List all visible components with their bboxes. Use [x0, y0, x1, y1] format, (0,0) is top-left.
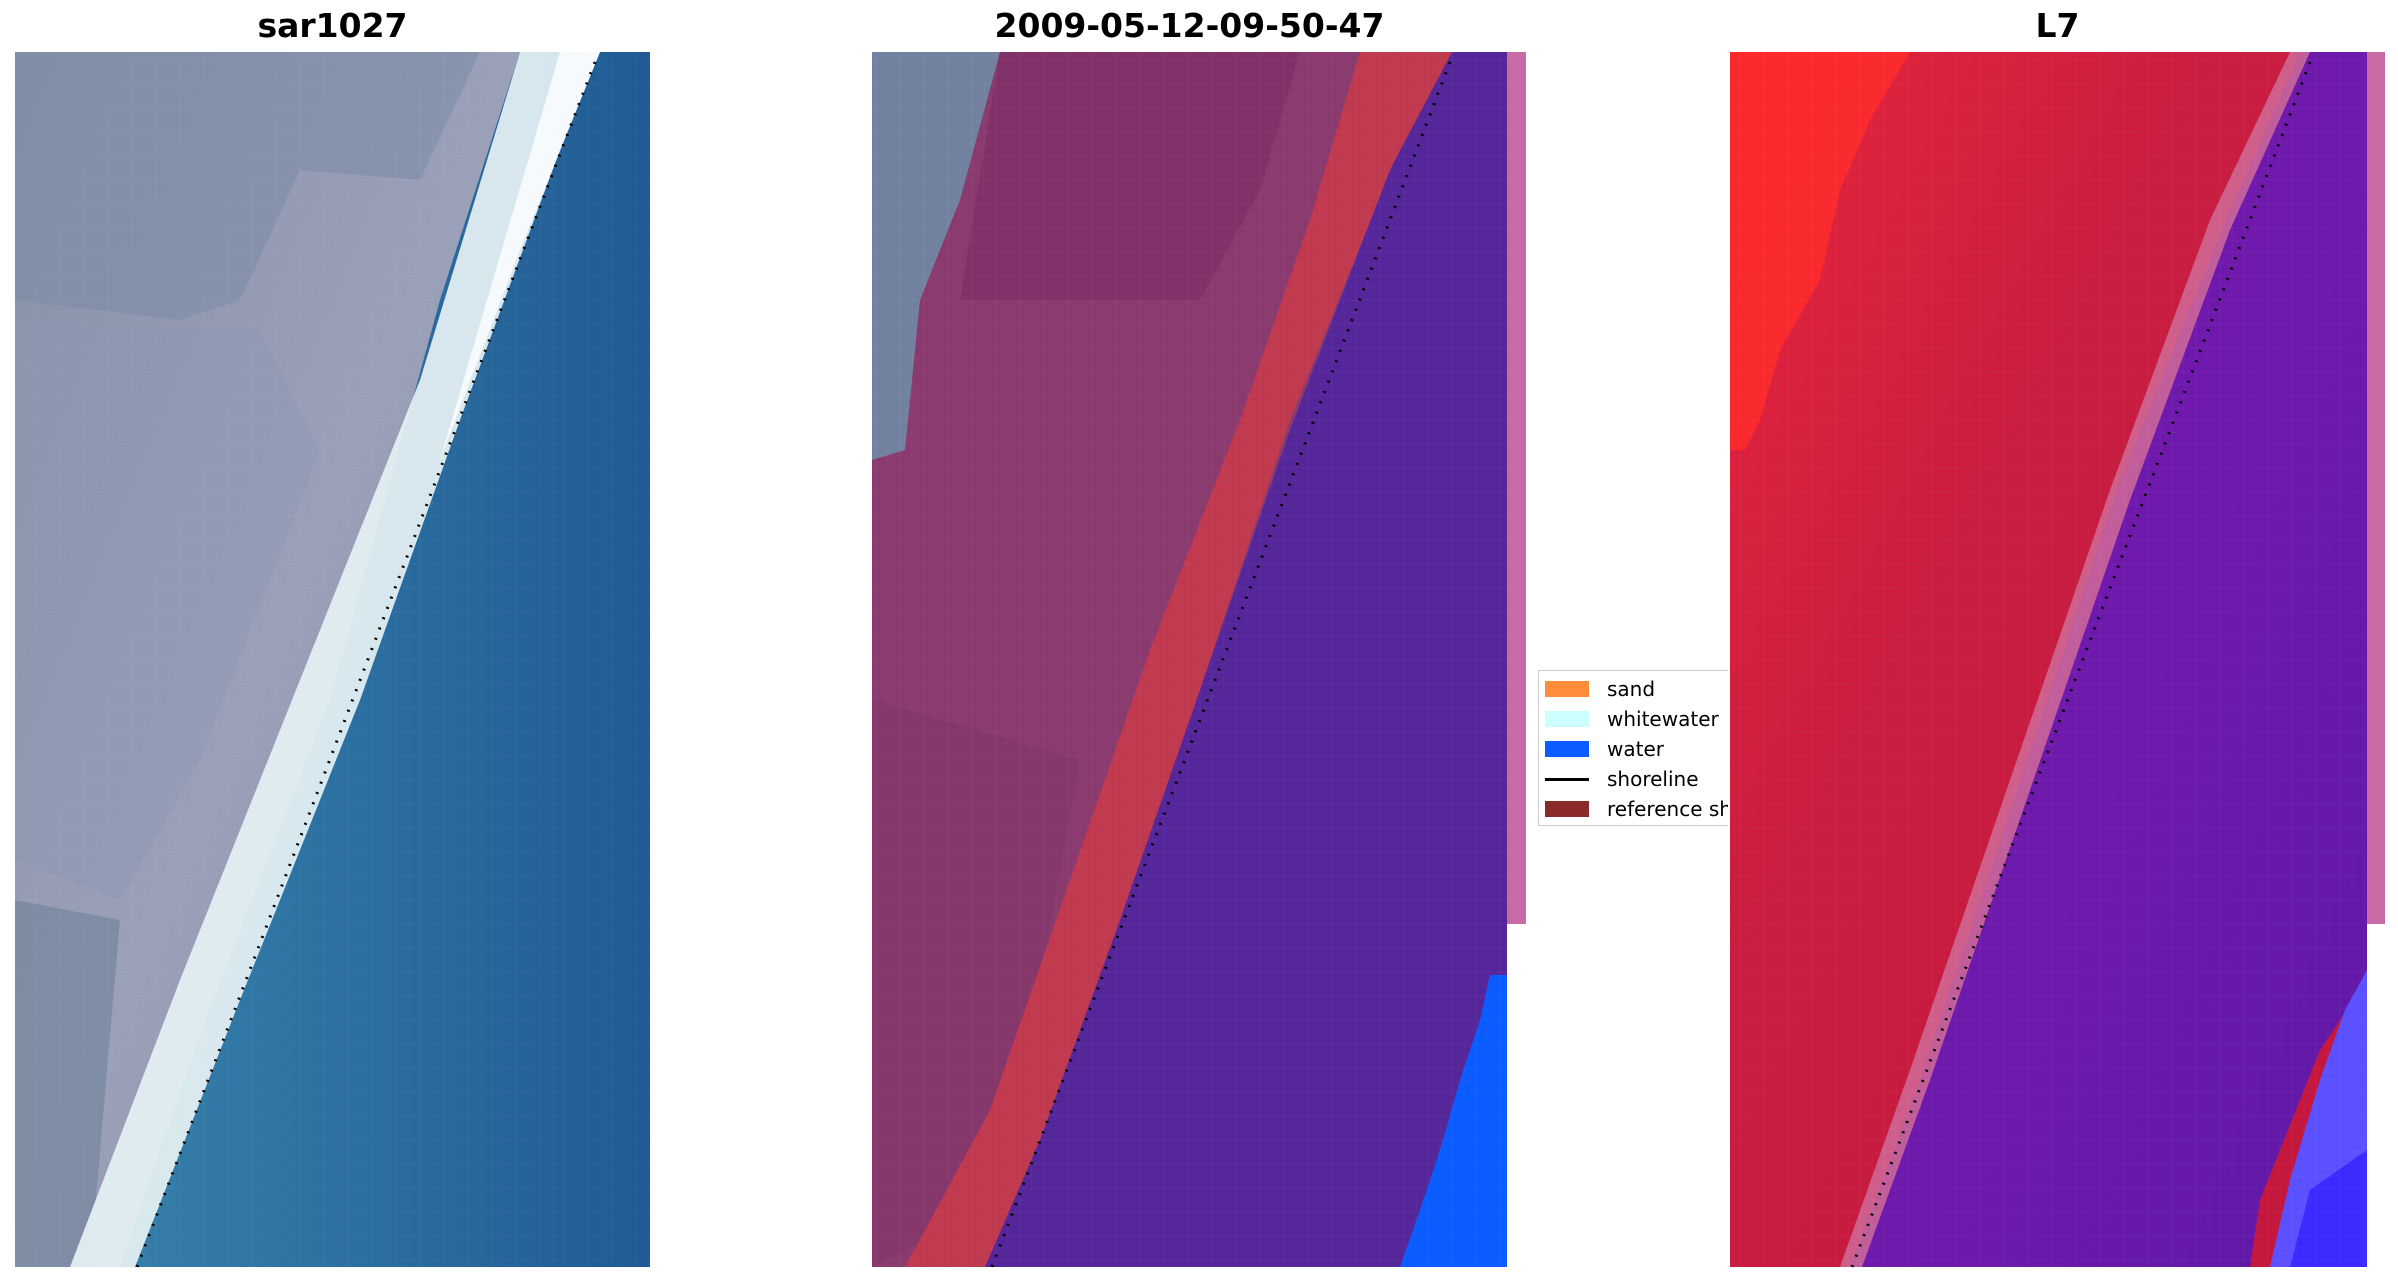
- water-swatch: [1545, 741, 1589, 757]
- panel-title-index: L7: [2035, 6, 2080, 45]
- legend-item-water: water: [1545, 735, 1664, 763]
- sand-swatch: [1545, 681, 1589, 697]
- index-image-panel: [1730, 52, 2385, 1268]
- panel-title-rgb: sar1027: [257, 6, 408, 45]
- legend-item-sand: sand: [1545, 675, 1655, 703]
- legend-label-shoreline: shoreline: [1607, 767, 1699, 791]
- panel-title-classified: 2009-05-12-09-50-47: [994, 6, 1385, 45]
- rgb-image-panel: [15, 52, 650, 1268]
- whitewater-swatch: [1545, 711, 1589, 727]
- legend-item-shoreline: shoreline: [1545, 765, 1699, 793]
- shoreline-line-swatch: [1545, 777, 1589, 781]
- legend-label-whitewater: whitewater: [1607, 707, 1719, 731]
- legend-label-sand: sand: [1607, 677, 1656, 701]
- legend: sand whitewater water shoreline referenc…: [1538, 670, 1728, 826]
- legend-label-water: water: [1607, 737, 1664, 761]
- classified-image-panel: [872, 52, 1526, 1268]
- reference-shoreline-swatch: [1545, 801, 1589, 817]
- legend-item-whitewater: whitewater: [1545, 705, 1719, 733]
- legend-item-reference-shoreline: reference shoreline: [1545, 795, 1728, 823]
- legend-label-reference-shoreline: reference shoreline: [1607, 797, 1728, 821]
